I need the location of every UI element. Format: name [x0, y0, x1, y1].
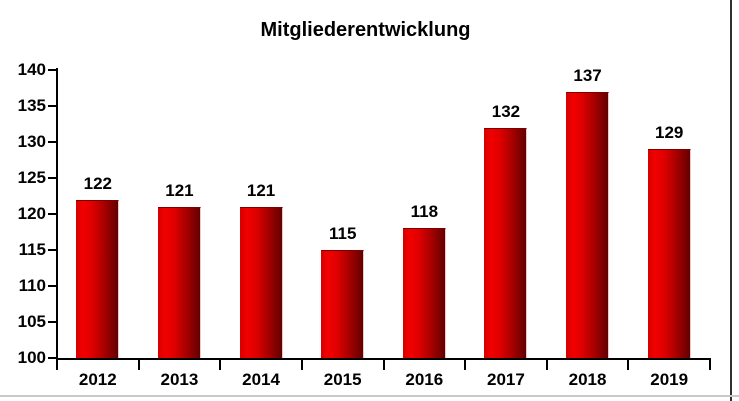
y-axis-tick-label: 130 [17, 132, 46, 151]
x-axis-tick [709, 360, 711, 370]
bar [321, 250, 365, 358]
y-axis-tick [48, 249, 56, 251]
x-axis-category-label: 2014 [242, 370, 280, 389]
y-axis-tick [48, 177, 56, 179]
x-axis-category-label: 2012 [78, 370, 117, 389]
plot-area: 100 105 110 115 120 125 130 135 140 122 2012 121 201… [18, 61, 711, 389]
y-axis-tick [48, 105, 56, 107]
bar [647, 149, 691, 358]
y-axis-line [56, 68, 58, 360]
window-right-border [730, 0, 732, 401]
y-axis-tick [48, 321, 56, 323]
y-axis-tick [48, 285, 56, 287]
x-axis-tick [464, 360, 466, 370]
x-axis-category-label: 2018 [568, 370, 607, 389]
x-axis-tick [383, 360, 385, 370]
y-axis-tick-label: 115 [18, 240, 46, 259]
bar-value-label: 122 [83, 173, 112, 193]
x-axis-tick [219, 360, 221, 370]
x-axis-category-label: 2019 [650, 370, 689, 389]
bar [76, 199, 120, 358]
bar [157, 206, 201, 358]
bar [239, 206, 283, 358]
y-axis-tick-label: 105 [17, 312, 46, 331]
x-axis-tick [301, 360, 303, 370]
y-axis-tick-label: 135 [17, 96, 46, 115]
bar-value-label: 132 [491, 101, 521, 121]
y-axis-tick-label: 110 [18, 276, 46, 295]
x-axis-tick [56, 360, 58, 370]
bar-value-label: 121 [246, 180, 276, 200]
chart-title: Mitgliederentwicklung [260, 19, 471, 41]
bar-value-label: 121 [165, 180, 194, 200]
y-axis-tick-label: 120 [17, 204, 46, 223]
y-axis-tick [48, 213, 56, 215]
x-axis-category-label: 2016 [405, 370, 444, 389]
y-axis-tick-label: 125 [17, 168, 46, 187]
x-axis-tick [627, 360, 629, 370]
bar [566, 91, 610, 358]
y-axis-tick [48, 141, 56, 143]
bar [402, 228, 446, 358]
bar [484, 127, 528, 358]
x-axis-tick [138, 360, 140, 370]
window-bottom-divider [0, 395, 739, 397]
x-axis-category-label: 2017 [487, 370, 525, 389]
x-axis-tick [546, 360, 548, 370]
x-axis-line [56, 358, 711, 360]
x-axis-category-label: 2015 [323, 370, 362, 389]
bar-value-label: 129 [655, 123, 684, 143]
x-axis-category-label: 2013 [160, 370, 199, 389]
y-axis-tick [48, 357, 56, 359]
bar-value-label: 118 [410, 202, 439, 222]
y-axis-tick [48, 69, 56, 71]
y-axis-tick-label: 100 [17, 348, 46, 367]
y-axis-tick-label: 140 [17, 60, 46, 79]
bar-value-label: 115 [328, 224, 357, 243]
bar-value-label: 137 [573, 65, 602, 85]
